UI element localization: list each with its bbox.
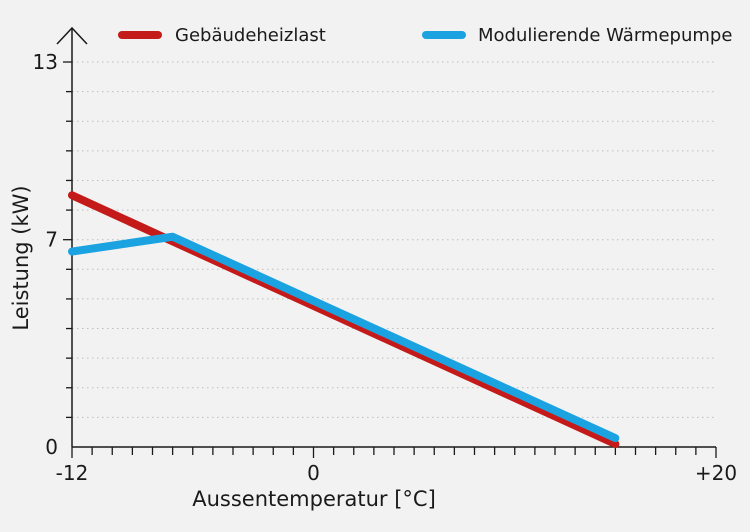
- x-tick-label: +20: [695, 461, 737, 485]
- legend: Gebäudeheizlast Modulierende Wärmepumpe: [118, 25, 732, 46]
- y-axis-arrow-icon: [56, 26, 88, 45]
- legend-label: Gebäudeheizlast: [175, 25, 326, 46]
- y-axis-label: Leistung (kW): [9, 185, 33, 330]
- legend-label: Modulierende Wärmepumpe: [478, 25, 732, 46]
- x-axis-label: Aussentemperatur [°C]: [192, 487, 436, 511]
- series-line: [68, 232, 620, 443]
- y-tick-label: 7: [45, 228, 58, 252]
- ticks: [63, 61, 717, 458]
- x-tick-label: -12: [56, 461, 89, 485]
- y-tick-label: 0: [45, 435, 58, 459]
- series-layer: [68, 191, 620, 449]
- series-line: [68, 191, 620, 449]
- y-tick-label: 13: [33, 50, 58, 74]
- x-tick-label: 0: [307, 461, 320, 485]
